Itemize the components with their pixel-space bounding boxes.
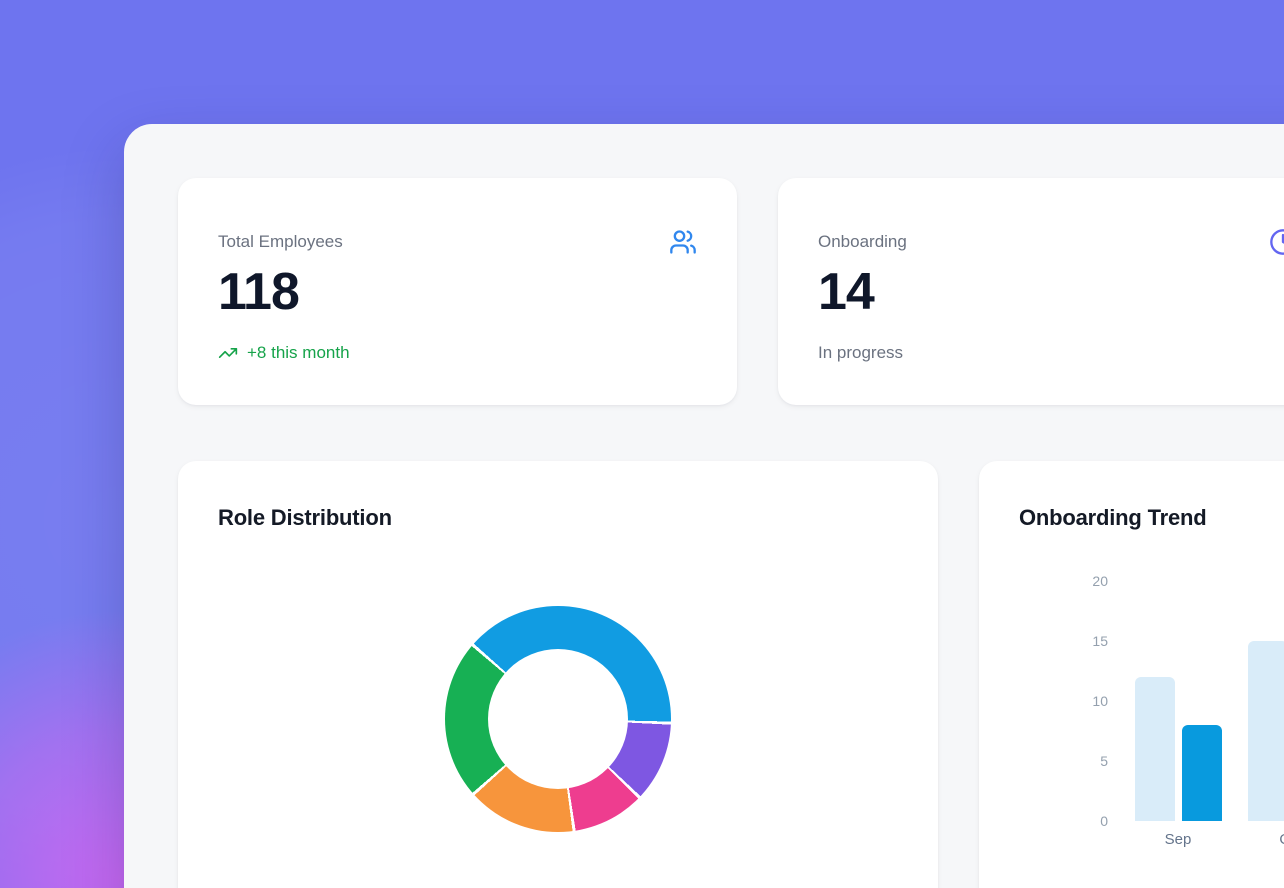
y-axis-tick-label: 5 bbox=[1100, 753, 1108, 769]
role-distribution-donut-chart bbox=[445, 606, 671, 832]
stat-value: 14 bbox=[818, 263, 875, 321]
donut-hole bbox=[488, 649, 628, 789]
bar-light_blue-sep bbox=[1135, 677, 1175, 821]
stat-status-text: In progress bbox=[818, 343, 904, 362]
y-axis-tick-label: 10 bbox=[1092, 693, 1108, 709]
bar-light_blue-oct bbox=[1248, 641, 1284, 821]
stat-delta: +8 this month bbox=[218, 342, 697, 364]
x-axis-category-label: Sep bbox=[1164, 831, 1192, 848]
stat-label: Onboarding bbox=[818, 232, 907, 251]
stat-card-header: Onboarding bbox=[818, 228, 1284, 256]
chart-title: Onboarding Trend bbox=[1019, 505, 1207, 530]
stat-delta-text: +8 this month bbox=[247, 343, 350, 362]
trending-up-icon bbox=[218, 343, 238, 363]
chart-title: Role Distribution bbox=[218, 505, 392, 530]
clock-icon bbox=[1269, 228, 1284, 256]
chart-card-role-distribution: Role Distribution bbox=[178, 461, 938, 888]
stat-label: Total Employees bbox=[218, 232, 343, 251]
stat-value: 118 bbox=[218, 263, 300, 321]
y-axis-tick-label: 0 bbox=[1100, 813, 1108, 829]
x-axis-category-label: Oct bbox=[1251, 830, 1284, 850]
dashboard-panel: Total Employees 118 +8 this month bbox=[124, 124, 1284, 888]
y-axis-tick-label: 15 bbox=[1092, 633, 1108, 649]
users-icon bbox=[669, 228, 697, 256]
chart-card-onboarding-trend: Onboarding Trend 0 5 10 15 20 Sep Oct bbox=[979, 461, 1284, 888]
stat-card-total-employees: Total Employees 118 +8 this month bbox=[178, 178, 737, 405]
stat-status: In progress bbox=[818, 342, 1284, 364]
bar-dark_blue-sep bbox=[1182, 725, 1222, 821]
y-axis-tick-label: 20 bbox=[1092, 573, 1108, 589]
stat-card-header: Total Employees bbox=[218, 228, 697, 256]
stat-card-onboarding: Onboarding 14 In progress bbox=[778, 178, 1284, 405]
